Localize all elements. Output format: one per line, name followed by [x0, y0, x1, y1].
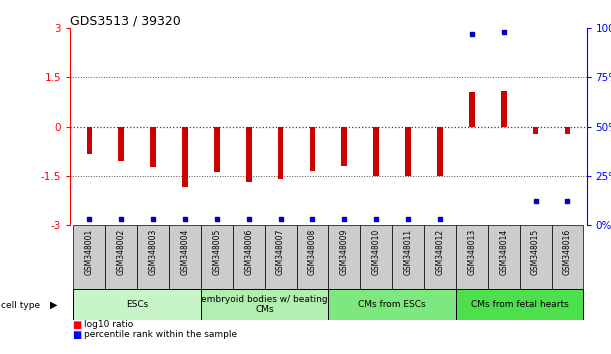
Bar — [360, 225, 392, 289]
Bar — [310, 126, 315, 171]
Bar — [437, 126, 443, 176]
Bar — [405, 126, 411, 176]
Bar — [329, 225, 360, 289]
Bar — [169, 225, 201, 289]
Text: GSM348015: GSM348015 — [531, 229, 540, 275]
Bar — [182, 126, 188, 187]
Text: GSM348005: GSM348005 — [213, 229, 221, 275]
Text: GSM348004: GSM348004 — [180, 229, 189, 275]
Bar — [488, 225, 519, 289]
Text: GSM348001: GSM348001 — [85, 229, 94, 275]
Text: GDS3513 / 39320: GDS3513 / 39320 — [70, 14, 181, 27]
Bar — [278, 126, 284, 179]
Text: GSM348006: GSM348006 — [244, 229, 253, 275]
Bar — [73, 289, 201, 320]
Text: ■: ■ — [72, 320, 81, 330]
Text: GSM348002: GSM348002 — [117, 229, 126, 275]
Text: GSM348016: GSM348016 — [563, 229, 572, 275]
Bar — [552, 225, 584, 289]
Text: GSM348008: GSM348008 — [308, 229, 317, 275]
Text: ■: ■ — [72, 330, 81, 339]
Text: CMs from fetal hearts: CMs from fetal hearts — [470, 300, 568, 309]
Text: CMs from ESCs: CMs from ESCs — [358, 300, 426, 309]
Bar — [137, 225, 169, 289]
Bar — [329, 289, 456, 320]
Bar — [519, 225, 552, 289]
Text: GSM348010: GSM348010 — [371, 229, 381, 275]
Bar — [150, 126, 156, 167]
Bar — [424, 225, 456, 289]
Bar — [105, 225, 137, 289]
Text: embryoid bodies w/ beating
CMs: embryoid bodies w/ beating CMs — [202, 295, 328, 314]
Bar — [342, 126, 347, 166]
Bar — [201, 289, 329, 320]
Bar — [392, 225, 424, 289]
Text: GSM348011: GSM348011 — [404, 229, 412, 275]
Bar — [565, 126, 570, 134]
Text: ESCs: ESCs — [126, 300, 148, 309]
Text: GSM348012: GSM348012 — [436, 229, 444, 275]
Bar — [214, 126, 220, 172]
Bar — [73, 225, 105, 289]
Bar — [373, 126, 379, 176]
Text: GSM348003: GSM348003 — [148, 229, 158, 275]
Bar — [456, 289, 584, 320]
Bar — [87, 126, 92, 154]
Bar — [296, 225, 329, 289]
Bar — [201, 225, 233, 289]
Bar — [456, 225, 488, 289]
Bar — [533, 126, 538, 134]
Text: ▶: ▶ — [50, 300, 57, 310]
Bar — [246, 126, 252, 182]
Text: GSM348009: GSM348009 — [340, 229, 349, 275]
Text: GSM348013: GSM348013 — [467, 229, 477, 275]
Bar — [119, 126, 124, 161]
Text: GSM348007: GSM348007 — [276, 229, 285, 275]
Text: log10 ratio: log10 ratio — [84, 320, 134, 329]
Text: percentile rank within the sample: percentile rank within the sample — [84, 330, 238, 339]
Bar — [265, 225, 296, 289]
Bar — [233, 225, 265, 289]
Bar — [501, 91, 507, 126]
Text: cell type: cell type — [1, 301, 40, 310]
Bar — [469, 92, 475, 126]
Text: GSM348014: GSM348014 — [499, 229, 508, 275]
